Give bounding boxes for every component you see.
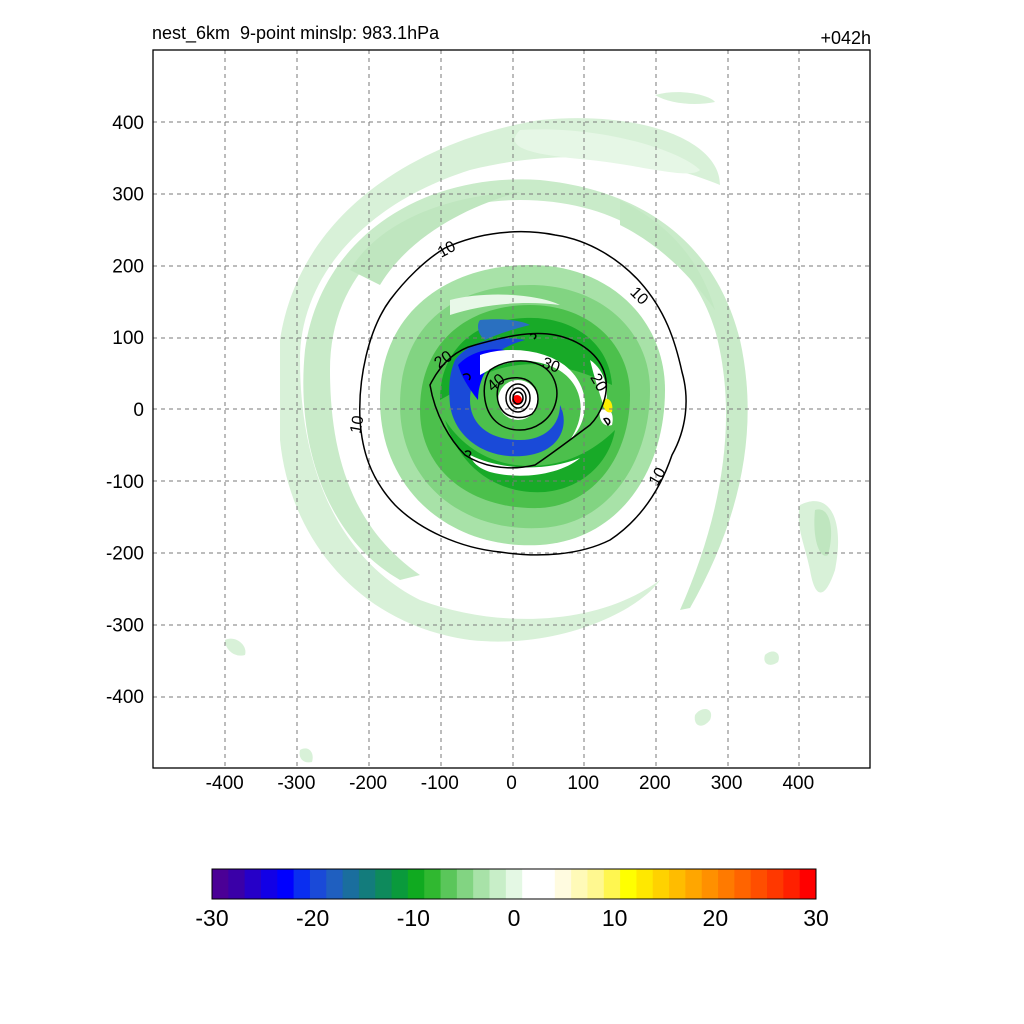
contour-label: 10 — [646, 465, 670, 489]
colorbar — [211, 868, 817, 900]
colorbar-swatch — [799, 869, 817, 899]
plot-frame — [152, 49, 871, 769]
colorbar-tick-label: -10 — [397, 905, 430, 931]
colorbar-swatch — [522, 869, 539, 899]
x-axis-ticks: -400 -300 -200 -100 0 100 200 300 400 — [206, 773, 814, 794]
colorbar-swatch — [750, 869, 768, 899]
x-tick-label: -400 — [206, 773, 244, 794]
colorbar-swatch — [440, 869, 458, 899]
colorbar-swatch — [489, 869, 507, 899]
colorbar-swatch — [603, 869, 621, 899]
colorbar-tick-label: -30 — [195, 905, 228, 931]
y-tick-label: 0 — [133, 400, 144, 421]
y-tick-label: -100 — [106, 472, 144, 493]
colorbar-swatch — [456, 869, 474, 899]
x-tick-label: 400 — [782, 773, 814, 794]
colorbar-swatch — [734, 869, 752, 899]
colorbar-swatch — [277, 869, 295, 899]
colorbar-tick-label: 0 — [508, 905, 521, 931]
contour-label: 20 — [586, 371, 610, 395]
colorbar-ticks: -30 -20 -10 0 10 20 30 — [195, 905, 828, 931]
contour-label: 10 — [348, 414, 368, 435]
colorbar-swatch — [701, 869, 719, 899]
y-tick-label: 100 — [112, 328, 144, 349]
colorbar-swatch — [587, 869, 605, 899]
colorbar-tick-label: -20 — [296, 905, 329, 931]
contour-lines — [359, 230, 687, 556]
colorbar-swatch — [783, 869, 801, 899]
x-tick-label: -300 — [277, 773, 315, 794]
x-tick-label: -100 — [421, 773, 459, 794]
colorbar-swatch — [620, 869, 637, 899]
colorbar-swatch — [571, 869, 588, 899]
colorbar-frame — [211, 868, 817, 900]
forecast-hour: +042h — [820, 28, 871, 48]
colorbar-swatch — [260, 869, 278, 899]
colorbar-swatch — [358, 869, 376, 899]
x-tick-label: 100 — [567, 773, 599, 794]
colorbar-tick-label: 10 — [602, 905, 628, 931]
y-tick-label: -200 — [106, 544, 144, 565]
y-tick-label: -400 — [106, 687, 144, 708]
colorbar-swatch — [636, 869, 654, 899]
colorbar-swatch — [228, 869, 246, 899]
x-tick-label: 200 — [639, 773, 671, 794]
x-tick-label: -200 — [349, 773, 387, 794]
colorbar-swatch — [554, 869, 572, 899]
colorbar-swatch — [473, 869, 491, 899]
x-tick-label: 300 — [711, 773, 743, 794]
colorbar-swatch — [293, 869, 311, 899]
x-tick-label: 0 — [506, 773, 517, 794]
colorbar-swatch — [505, 869, 523, 899]
colorbar-tick-label: 20 — [703, 905, 729, 931]
colorbar-swatch — [538, 869, 556, 899]
colorbar-swatch — [652, 869, 670, 899]
colorbar-tick-label: 30 — [803, 905, 829, 931]
colorbar-swatch — [424, 869, 442, 899]
colorbar-swatch — [342, 869, 360, 899]
colorbar-swatch — [391, 869, 409, 899]
contour-label: 10 — [435, 238, 459, 261]
colorbar-swatch — [244, 869, 262, 899]
colorbar-swatch — [718, 869, 735, 899]
colorbar-swatch — [407, 869, 425, 899]
colorbar-swatch — [767, 869, 784, 899]
contour-label: 30 — [540, 355, 563, 377]
colorbar-swatch — [375, 869, 393, 899]
y-tick-label: 400 — [112, 113, 144, 134]
colorbar-swatch — [685, 869, 703, 899]
colorbar-swatch — [326, 869, 344, 899]
y-axis-ticks: 400 300 200 100 0 -100 -200 -300 -400 — [106, 113, 144, 708]
colorbar-swatch — [212, 869, 229, 899]
colorbar-swatch — [309, 869, 327, 899]
y-tick-label: 300 — [112, 185, 144, 206]
chart-title: nest_6km 9-point minslp: 983.1hPa — [152, 23, 440, 44]
y-tick-label: 200 — [112, 256, 144, 277]
colorbar-swatch — [669, 869, 686, 899]
shaded-field — [225, 92, 839, 763]
y-tick-label: -300 — [106, 615, 144, 636]
